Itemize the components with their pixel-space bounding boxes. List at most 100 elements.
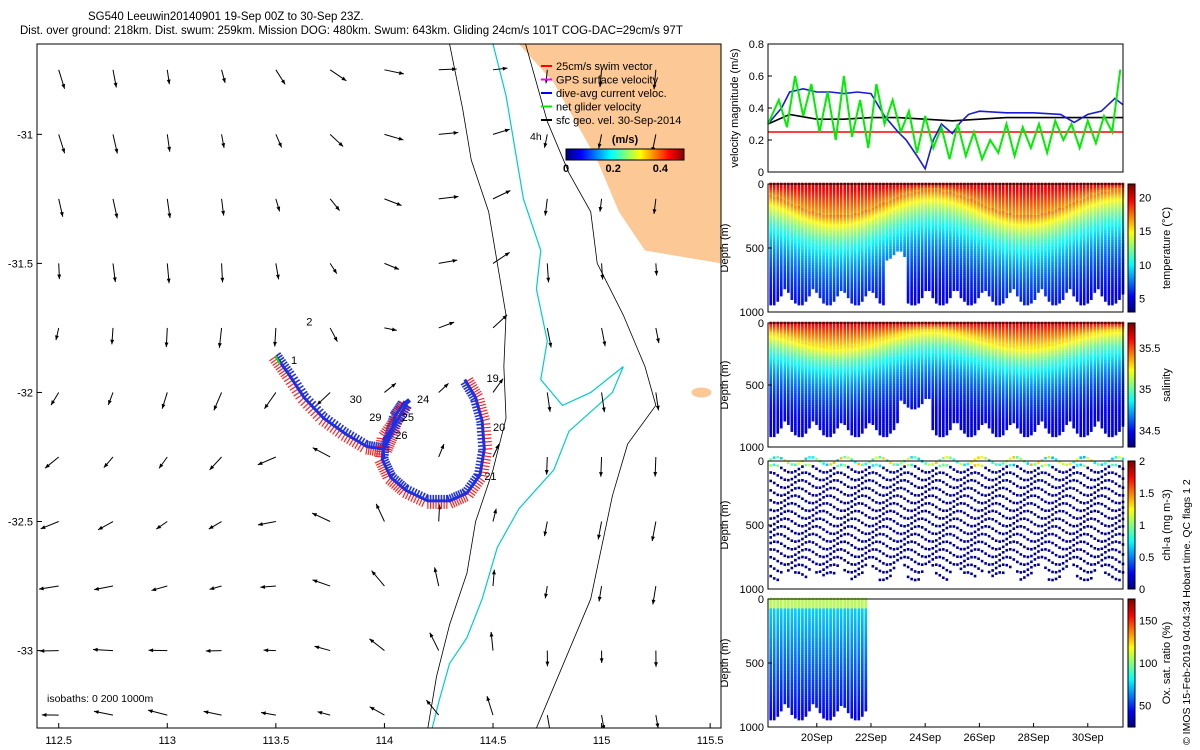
profile-sample (772, 216, 776, 220)
profile-sample (801, 213, 804, 216)
profile-sample (794, 286, 797, 290)
velocity-arrowhead (166, 278, 171, 284)
profile-sample (787, 197, 790, 200)
velocity-arrowhead (151, 587, 157, 592)
profile-sample (970, 302, 973, 306)
profile-sample (779, 266, 783, 270)
profile-sample (808, 216, 811, 220)
profile-sample (787, 275, 790, 279)
velocity-arrowhead (486, 696, 491, 702)
profile-sample (899, 249, 903, 252)
profile-sample (815, 241, 818, 245)
profile-sample (779, 270, 783, 274)
profile-sample (808, 229, 811, 232)
velocity-arrowhead (159, 463, 164, 469)
profile-sample (815, 268, 818, 272)
profile-sample (772, 188, 776, 191)
profile-sample (818, 293, 822, 297)
profile-sample (787, 227, 790, 231)
profile-sample (783, 274, 787, 277)
profile-sample (776, 286, 780, 290)
profile-sample (822, 186, 825, 189)
profile-sample (801, 279, 804, 283)
profile-sample (811, 270, 815, 274)
profile-sample (801, 204, 804, 207)
profile-sample (808, 227, 811, 231)
profile-sample (772, 202, 776, 206)
profile-sample (776, 209, 780, 213)
profile-sample (772, 231, 776, 234)
colorbar-cell (663, 149, 665, 160)
profile-sample (818, 256, 822, 259)
profile-sample (783, 231, 787, 234)
profile-sample (815, 281, 818, 284)
profile-sample (808, 266, 811, 270)
profile-sample (776, 261, 780, 265)
profile-sample (790, 204, 794, 207)
profile-sample (959, 295, 963, 299)
profile-sample (804, 286, 808, 290)
profile-sample (804, 249, 808, 252)
velocity-arrowhead (213, 405, 218, 411)
profile-sample (808, 259, 811, 263)
profile-sample (787, 189, 790, 193)
profile-sample (783, 209, 787, 213)
profile-sample (818, 188, 822, 191)
profile-sample (787, 272, 790, 275)
profile-sample (772, 238, 776, 241)
profile-sample (776, 274, 780, 277)
profile-sample (772, 256, 776, 259)
profile-sample (769, 254, 773, 257)
day-label: 25 (402, 412, 414, 424)
profile-sample (779, 247, 783, 250)
colorbar-cell (591, 149, 593, 160)
profile-sample (779, 272, 783, 275)
colorbar-cell (620, 149, 622, 160)
profile-sample (779, 284, 783, 288)
profile-sample (797, 277, 801, 281)
colorbar-cell (598, 149, 600, 160)
velocity-ylabel: velocity magnitude (m/s) (729, 48, 741, 167)
profile-sample (804, 266, 808, 270)
profile-sample (772, 277, 776, 281)
profile-sample (790, 225, 794, 229)
profile-sample (772, 300, 776, 304)
profile-sample (804, 223, 808, 227)
profile-sample (797, 284, 801, 288)
profile-sample (794, 259, 797, 263)
velocity-arrowhead (108, 399, 112, 405)
profile-sample (772, 279, 776, 283)
y-tick-label: 0.2 (749, 135, 764, 147)
profile-sample (815, 249, 818, 252)
profile-sample (903, 254, 906, 257)
profile-sample (801, 277, 804, 281)
colorbar-cell (624, 149, 626, 160)
profile-sample (801, 188, 804, 191)
profile-sample (801, 222, 804, 225)
profile-sample (801, 243, 804, 247)
profile-sample (769, 275, 773, 279)
plot-title-line-2: Dist. over ground: 218km. Dist. swum: 25… (20, 25, 683, 37)
colorbar-cell (584, 149, 586, 160)
profile-sample (783, 236, 787, 240)
profile-sample (790, 223, 794, 227)
velocity-arrowhead (38, 586, 44, 591)
profile-sample (783, 284, 787, 288)
profile-sample (790, 191, 794, 195)
velocity-arrowhead (601, 407, 606, 413)
profile-sample (790, 211, 794, 214)
profile-sample (797, 227, 801, 231)
profile-sample (818, 247, 822, 250)
profile-sample (797, 295, 801, 299)
velocity-arrowhead (398, 71, 404, 75)
profile-sample (801, 214, 804, 218)
profile-sample (801, 252, 804, 256)
colorbar-cell (581, 149, 583, 160)
colorbar-cell (681, 149, 683, 160)
profile-sample (808, 225, 811, 229)
profile-sample (772, 189, 776, 193)
x-tick-label: 112.5 (45, 735, 72, 747)
profile-sample (787, 236, 790, 240)
profile-sample (790, 229, 794, 232)
colorbar-cell (633, 149, 635, 160)
